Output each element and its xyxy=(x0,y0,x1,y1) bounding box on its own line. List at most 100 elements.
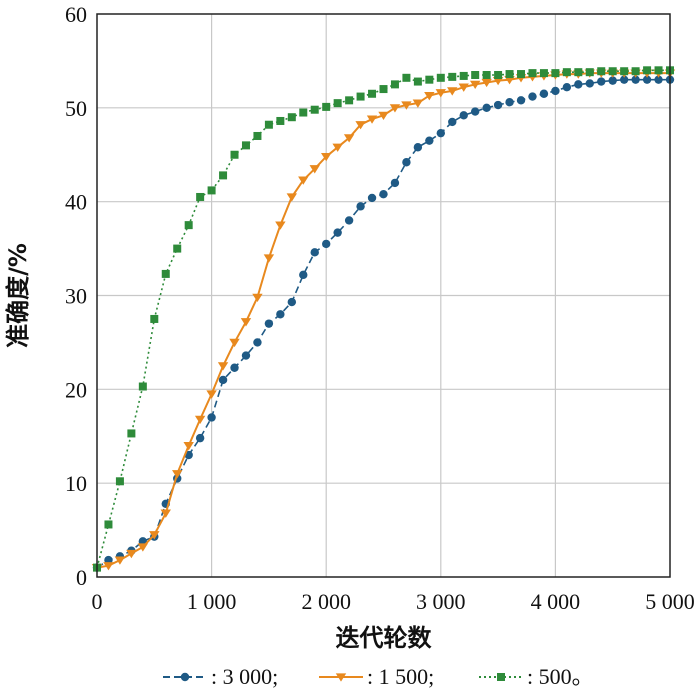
data-point xyxy=(103,562,114,571)
x-tick-label: 1 000 xyxy=(187,589,237,614)
grid-lines xyxy=(97,14,670,577)
legend-item: : 1 500; xyxy=(319,664,434,689)
data-point xyxy=(493,100,503,110)
legend-swatch-marker xyxy=(180,672,190,682)
data-point xyxy=(471,70,480,79)
series-line xyxy=(96,72,670,569)
data-point xyxy=(469,80,481,90)
plot-frame xyxy=(96,13,671,578)
data-point xyxy=(207,413,216,422)
data-point xyxy=(597,77,606,86)
data-point xyxy=(161,269,170,278)
data-point xyxy=(310,105,319,114)
data-point xyxy=(299,270,308,280)
data-point xyxy=(172,470,183,479)
x-tick-label: 5 000 xyxy=(645,589,695,614)
data-point xyxy=(482,70,491,79)
x-tick-label: 2 000 xyxy=(301,589,351,614)
data-point xyxy=(459,111,468,120)
data-point xyxy=(207,186,216,195)
data-point xyxy=(160,509,171,518)
data-point xyxy=(492,76,504,86)
legend-item: : 3 000; xyxy=(163,664,278,689)
data-point xyxy=(551,86,560,96)
data-point xyxy=(608,76,617,85)
data-point xyxy=(562,68,571,77)
data-point xyxy=(276,310,285,319)
data-point xyxy=(344,216,354,225)
data-point xyxy=(654,75,663,84)
data-point xyxy=(390,178,400,188)
data-point xyxy=(551,69,560,78)
legend-label: : 1 500; xyxy=(367,664,434,689)
data-point xyxy=(230,363,239,372)
y-tick-label: 60 xyxy=(65,2,87,27)
y-tick-label: 40 xyxy=(65,190,87,215)
y-tick-label: 30 xyxy=(65,284,87,309)
data-point xyxy=(402,73,411,82)
legend-swatch-marker xyxy=(497,673,505,681)
data-point xyxy=(436,73,445,82)
series-0 xyxy=(92,75,675,572)
y-tick-label: 0 xyxy=(76,565,87,590)
data-point xyxy=(355,121,366,130)
data-point xyxy=(218,375,228,385)
data-point xyxy=(367,193,377,203)
y-tick-label: 50 xyxy=(65,96,87,121)
data-point xyxy=(253,131,262,140)
data-point xyxy=(240,318,252,327)
data-point xyxy=(150,314,159,323)
data-point xyxy=(183,441,194,451)
data-point xyxy=(597,67,606,76)
data-point xyxy=(447,87,458,96)
series-1 xyxy=(91,69,676,573)
data-point xyxy=(516,96,526,105)
data-point xyxy=(379,85,388,94)
data-point xyxy=(585,68,594,77)
data-point xyxy=(309,165,320,174)
data-point xyxy=(481,78,492,88)
data-point xyxy=(401,101,412,110)
data-point xyxy=(585,79,594,88)
data-point xyxy=(631,75,640,84)
data-point xyxy=(402,158,411,167)
data-point xyxy=(574,80,583,89)
data-point xyxy=(643,66,652,75)
data-point xyxy=(368,89,377,98)
data-point xyxy=(494,70,503,79)
y-axis-label: 准确度/% xyxy=(4,243,32,348)
legend-label: : 500。 xyxy=(527,664,594,689)
x-tick-label: 0 xyxy=(92,589,103,614)
data-point xyxy=(459,71,468,80)
data-point xyxy=(619,75,629,84)
data-point xyxy=(263,254,275,263)
x-tick-labels: 0 1 000 2 000 3 000 4 000 5 000 xyxy=(92,589,695,614)
data-point xyxy=(425,75,434,84)
data-point xyxy=(413,77,422,86)
data-point xyxy=(412,99,424,108)
data-point xyxy=(286,193,298,202)
data-point xyxy=(321,152,332,162)
data-point xyxy=(104,520,113,529)
data-point xyxy=(194,415,206,425)
data-point xyxy=(332,143,343,152)
data-point xyxy=(287,297,297,307)
legend-label: : 3 000; xyxy=(211,664,278,689)
data-point xyxy=(241,351,251,360)
data-point xyxy=(504,76,515,85)
data-point xyxy=(115,477,124,486)
data-point xyxy=(229,338,240,348)
data-point xyxy=(138,382,147,391)
data-point xyxy=(654,66,663,75)
data-point xyxy=(310,248,319,257)
data-point xyxy=(195,433,205,443)
y-tick-label: 20 xyxy=(65,377,87,402)
data-point xyxy=(436,128,445,138)
data-point xyxy=(539,89,549,98)
data-point xyxy=(264,319,274,328)
data-point xyxy=(517,70,526,79)
data-point xyxy=(458,83,469,92)
data-point xyxy=(562,82,572,92)
data-point xyxy=(470,107,480,116)
data-point xyxy=(608,67,617,76)
